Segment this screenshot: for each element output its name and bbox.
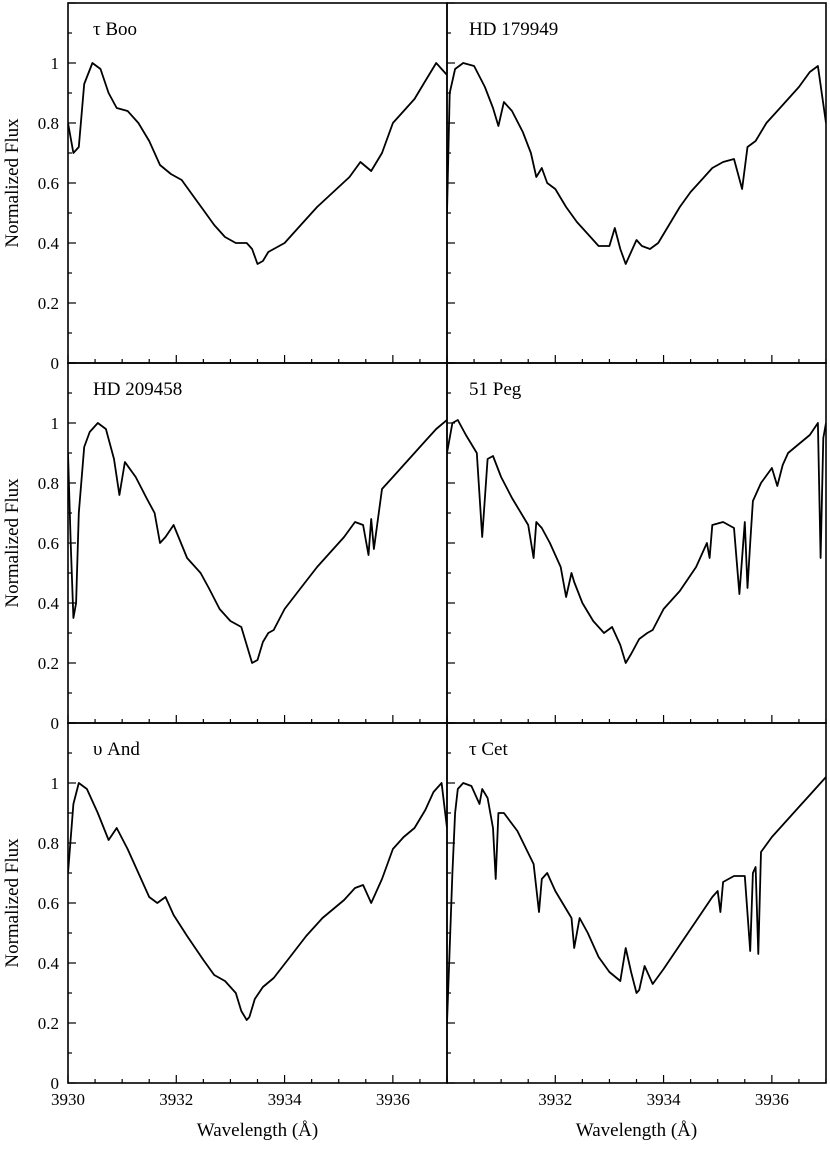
y-tick-label: 0	[51, 714, 60, 733]
y-tick-label: 0	[51, 1074, 60, 1093]
panel-frame	[446, 362, 827, 724]
y-tick-label: 0.4	[38, 234, 60, 253]
panel-1: 0 0.2 0.4 0.6 0.8 1 τ Boo	[38, 2, 448, 373]
panel-label: τ Cet	[469, 739, 508, 760]
panel-frame	[67, 362, 448, 724]
y-axis-title: Normalized Flux	[2, 838, 23, 968]
x-axis-titles: Wavelength (Å) Wavelength (Å)	[197, 1120, 697, 1141]
spectrum-line-cet	[447, 776, 826, 1024]
panel-6: τ Cet 3932 3934 3936	[446, 722, 827, 1109]
y-axis-titles: Normalized Flux Normalized Flux Normalized…	[2, 118, 23, 968]
y-axis-title: Normalized Flux	[2, 118, 23, 248]
y-tick-label: 0.2	[38, 294, 59, 313]
y-tick-label: 0.2	[38, 654, 59, 673]
y-tick-label: 0.8	[38, 474, 59, 493]
y-tick-label: 1	[51, 54, 60, 73]
spectrum-line-and	[68, 782, 447, 1021]
x-tick-label: 3930	[51, 1090, 85, 1109]
x-axis-title: Wavelength (Å)	[576, 1120, 697, 1141]
spectrum-line-51-peg	[447, 419, 826, 664]
panel-5: 0 0.2 0.4 0.6 0.8 1 υ And 3930 3932 3934 3936	[38, 722, 448, 1109]
panel-label: τ Boo	[93, 19, 137, 40]
y-tick-label: 0.6	[38, 894, 59, 913]
panel-frame	[67, 2, 448, 364]
spectrum-line-hd-179949	[447, 62, 826, 265]
x-axis-title: Wavelength (Å)	[197, 1120, 318, 1141]
x-tick-label: 3934	[647, 1090, 682, 1109]
x-tick-label: 3936	[755, 1090, 789, 1109]
spectrum-line-boo	[68, 62, 447, 265]
y-tick-label: 0.8	[38, 834, 59, 853]
y-tick-label: 1	[51, 774, 60, 793]
spectrum-line-hd-209458	[68, 419, 447, 664]
x-tick-label: 3932	[159, 1090, 193, 1109]
y-tick-label: 0.6	[38, 534, 59, 553]
x-tick-label: 3932	[538, 1090, 572, 1109]
panel-label: υ And	[93, 739, 140, 760]
y-tick-label: 1	[51, 414, 60, 433]
y-tick-label: 0.6	[38, 174, 59, 193]
panel-label: 51 Peg	[469, 379, 522, 400]
panels-layer: 0 0.2 0.4 0.6 0.8 1 τ Boo HD 179949 0 0.2 0.4 0.6 0.…	[38, 2, 827, 1109]
panel-label: HD 209458	[93, 379, 182, 400]
y-axis-title: Normalized Flux	[2, 478, 23, 608]
panel-label: HD 179949	[469, 19, 558, 40]
y-tick-label: 0.2	[38, 1014, 59, 1033]
panel-3: 0 0.2 0.4 0.6 0.8 1 HD 209458	[38, 362, 448, 733]
x-tick-label: 3934	[268, 1090, 303, 1109]
panel-4: 51 Peg	[446, 362, 827, 724]
panel-frame	[446, 2, 827, 364]
y-tick-label: 0.4	[38, 594, 60, 613]
y-tick-label: 0.4	[38, 954, 60, 973]
panel-2: HD 179949	[446, 2, 827, 364]
y-tick-label: 0	[51, 354, 60, 373]
y-tick-label: 0.8	[38, 114, 59, 133]
x-tick-label: 3936	[376, 1090, 410, 1109]
panel-frame	[446, 722, 827, 1084]
panel-frame	[67, 722, 448, 1084]
